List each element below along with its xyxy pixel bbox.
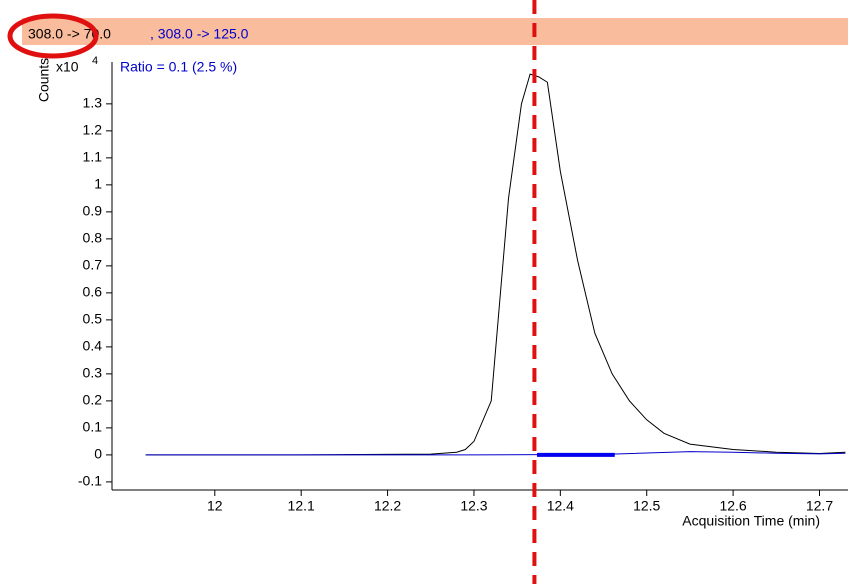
x-tick-label: 12: [207, 498, 223, 514]
x-tick-label: 12.5: [633, 498, 660, 514]
y-tick-label: 1.2: [83, 122, 103, 138]
x-tick-label: 12.1: [288, 498, 315, 514]
y-tick-label: 1.1: [83, 149, 103, 165]
y-axis-label: Counts: [36, 58, 52, 102]
x-axis-label: Acquisition Time (min): [682, 513, 820, 529]
x-tick-label: 12.7: [806, 498, 833, 514]
highlight-circle: [7, 13, 99, 59]
y-tick-label: 1: [94, 176, 102, 192]
y-tick-label: 0: [94, 446, 102, 462]
y-tick-label: 0.9: [83, 203, 103, 219]
x-tick-label: 12.2: [374, 498, 401, 514]
y-tick-label: 0.1: [83, 419, 103, 435]
header-qualifier: , 308.0 -> 125.0: [150, 26, 249, 42]
ratio-annotation: Ratio = 0.1 (2.5 %): [120, 59, 237, 75]
y-tick-label: 0.3: [83, 365, 103, 381]
y-scale-label: x10: [56, 59, 79, 75]
y-tick-label: 0.5: [83, 311, 103, 327]
y-tick-label: 0.4: [83, 338, 103, 354]
x-tick-label: 12.3: [460, 498, 487, 514]
y-tick-label: -0.1: [78, 473, 102, 489]
x-tick-label: 12.6: [719, 498, 746, 514]
y-scale-exponent: 4: [92, 55, 98, 67]
y-tick-label: 0.8: [83, 230, 103, 246]
y-tick-label: 0.6: [83, 284, 103, 300]
y-tick-label: 0.7: [83, 257, 103, 273]
y-tick-label: 0.2: [83, 392, 103, 408]
header-transition: 308.0 -> 70.0: [28, 26, 111, 42]
trace: [145, 451, 846, 456]
trace: [145, 73, 846, 456]
header-band: [22, 18, 848, 45]
x-tick-label: 12.4: [547, 498, 574, 514]
y-tick-label: 1.3: [83, 95, 103, 111]
